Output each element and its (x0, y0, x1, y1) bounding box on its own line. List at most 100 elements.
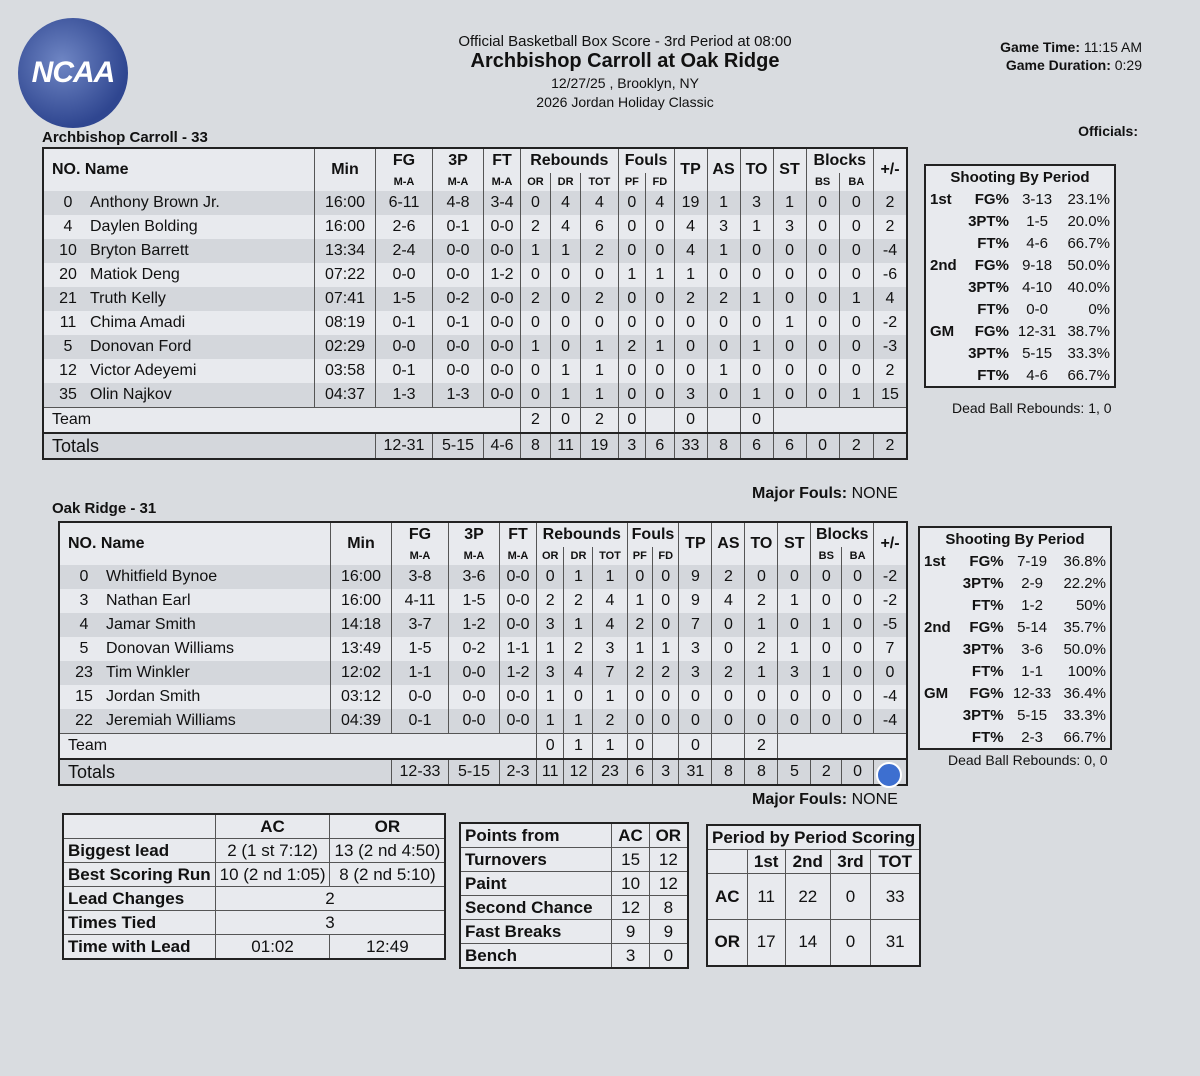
shooting-period (919, 572, 956, 594)
stat-st: 1 (777, 637, 811, 661)
stat-tp: 3 (678, 637, 712, 661)
period-value: 0 (829, 919, 872, 966)
stat-min: 14:18 (330, 613, 392, 637)
player-name: Chima Amadi (90, 314, 186, 331)
stat-fd: 0 (645, 311, 675, 335)
stat-or: 0 (519, 383, 551, 408)
total-to: 8 (744, 758, 778, 785)
stat-or: 1 (535, 709, 564, 734)
team1-box-score: NO. Name Min FG 3P FT Rebounds Fouls TP AS TO ST Bl… (42, 147, 908, 460)
player-name: Nathan Earl (106, 592, 191, 609)
stat-dr: 2 (563, 589, 593, 613)
stat-as: 2 (711, 661, 745, 685)
team-to: 2 (744, 733, 778, 759)
player-row: 3 Nathan Earl 16:00 4-11 1-5 0-0 2 2 4 1 0 9 4 2 1 0 0 -2 (58, 589, 907, 613)
stat-ft: 0-0 (499, 685, 537, 709)
stat-dr: 1 (550, 383, 581, 408)
shooting-label: FG% (969, 684, 1004, 702)
totals-row: Totals 12-31 5-15 4-6 8 11 19 3 6 33 8 6 6 0 2 2 (42, 432, 907, 459)
stat-fg: 4-11 (391, 589, 449, 613)
total-tot: 19 (580, 432, 619, 459)
summary-row: Biggest lead 2 (1 st 7:12) 13 (2 nd 4:50) (62, 838, 446, 863)
stat-fg: 3-7 (391, 613, 449, 637)
player-row: 0 Anthony Brown Jr. 16:00 6-11 4-8 3-4 0 4 4 0 4 19… (42, 191, 907, 215)
stat-tp3: 1-2 (448, 613, 500, 637)
player-name-cell: 5 Donovan Williams (58, 637, 331, 661)
header-3p: 3P (432, 148, 484, 173)
shooting-percentage: 22.2% (1063, 574, 1106, 592)
shooting-percentage: 66.7% (1063, 728, 1106, 746)
player-name: Donovan Ford (90, 338, 192, 355)
player-row: 0 Whitfield Bynoe 16:00 3-8 3-6 0-0 0 1 1 0 0 9 2 0 0 0… (58, 565, 907, 589)
player-row: 15 Jordan Smith 03:12 0-0 0-0 0-0 1 0 1 0 0 0 0 0 0 0 0-… (58, 685, 907, 709)
shooting-row: FT% 4-6 66.7% (925, 364, 1115, 387)
summary-ac-value: 2 (1 st 7:12) (214, 838, 331, 863)
stat-fg: 0-1 (375, 359, 433, 383)
summary-label: Biggest lead (62, 838, 216, 863)
stat-pf: 1 (626, 637, 653, 661)
player-row: 5 Donovan Williams 13:49 1-5 0-2 1-1 1 2 3 1 1 3 0 2 1… (58, 637, 907, 661)
shooting-label: FG% (974, 256, 1009, 274)
header-rebounds: Rebounds (520, 148, 619, 173)
total-bs: 2 (810, 758, 842, 785)
team2-title: Oak Ridge - 31 (52, 500, 157, 517)
points-from-label: Paint (459, 871, 613, 896)
shooting-made-attempted: 7-19 (1017, 552, 1048, 570)
team-dr: 1 (563, 733, 593, 759)
shooting-made-attempted: 4-10 (1022, 278, 1053, 296)
stat-min: 16:00 (314, 191, 376, 215)
player-name: Jordan Smith (106, 688, 201, 705)
player-number: 12 (59, 362, 77, 379)
stat-ba: 0 (841, 613, 874, 637)
stat-pm: 15 (873, 383, 907, 408)
header-no-name: NO. Name (42, 148, 315, 191)
stat-dr: 1 (550, 239, 581, 263)
stat-ft: 0-0 (499, 565, 537, 589)
stat-pm: -3 (873, 335, 907, 359)
period-team: OR (706, 919, 748, 966)
stat-pf: 0 (626, 709, 653, 734)
stat-st: 0 (777, 685, 811, 709)
shooting-row: 2nd FG% 9-18 50.0% (925, 254, 1115, 276)
shooting-made-attempted: 5-15 (1017, 706, 1048, 724)
stat-as: 0 (711, 613, 745, 637)
team-as (706, 407, 741, 433)
header-blocks: Blocks (810, 522, 874, 547)
stat-pm: -4 (873, 709, 907, 734)
team-or: 2 (519, 407, 551, 433)
points-from-row: Bench 3 0 (459, 943, 689, 969)
shooting-period (919, 704, 956, 726)
stat-ft: 0-0 (483, 215, 521, 239)
player-number: 22 (75, 712, 93, 729)
stat-ft: 1-1 (499, 637, 537, 661)
stat-ft: 1-2 (483, 263, 521, 287)
stat-tp: 9 (678, 589, 712, 613)
summary-label: Times Tied (62, 910, 216, 935)
points-from-ac: 12 (611, 895, 650, 920)
stat-fd: 0 (645, 383, 675, 408)
shooting-row: 3PT% 4-10 40.0% (925, 276, 1115, 298)
stat-ft: 1-2 (499, 661, 537, 685)
stat-bs: 0 (805, 215, 840, 239)
points-from-or-header: OR (648, 822, 689, 848)
header-or: OR (535, 547, 564, 565)
team-rest (772, 407, 907, 433)
stat-bs: 0 (810, 589, 842, 613)
shooting-made-attempted: 1-2 (1021, 596, 1043, 614)
shooting-title: Shooting By Period (945, 530, 1085, 548)
stat-ba: 0 (838, 191, 874, 215)
team-or: 0 (535, 733, 564, 759)
period-scoring-title: Period by Period Scoring (706, 824, 921, 850)
stat-tot: 4 (592, 613, 628, 637)
header-dr: DR (563, 547, 593, 565)
stat-to: 1 (739, 335, 774, 359)
player-name: Tim Winkler (106, 664, 190, 681)
team-tp: 0 (678, 733, 712, 759)
shooting-label: FT% (971, 662, 1004, 680)
team1-major-fouls: Major Fouls: NONE (752, 485, 898, 502)
shooting-percentage: 40.0% (1067, 278, 1110, 296)
player-row: 4 Daylen Bolding 16:00 2-6 0-1 0-0 2 4 6 0 0 4 3 1 3 0 0… (42, 215, 907, 239)
stat-or: 1 (535, 685, 564, 709)
stat-as: 0 (711, 637, 745, 661)
player-name: Jamar Smith (106, 616, 196, 633)
